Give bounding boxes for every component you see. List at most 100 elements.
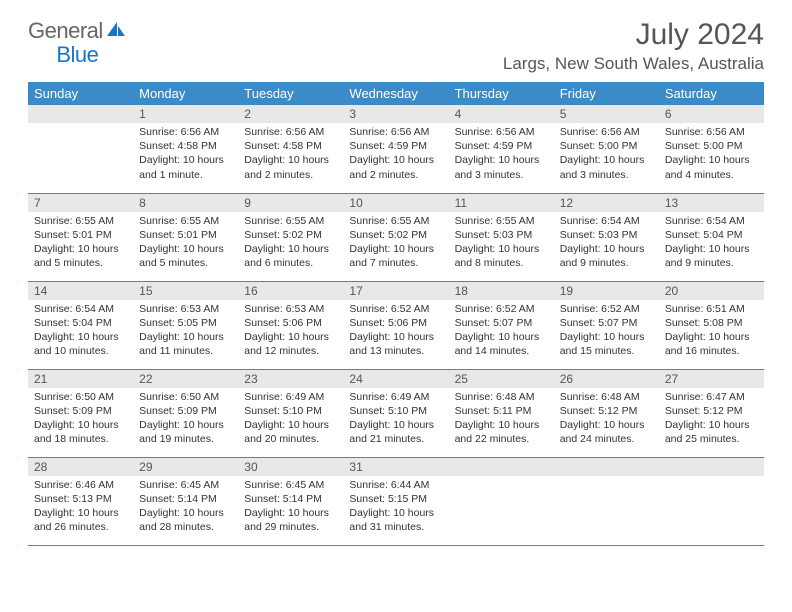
day-body: Sunrise: 6:56 AMSunset: 4:59 PMDaylight:… [449,123,554,186]
daylight-line: Daylight: 10 hours and 15 minutes. [560,331,645,357]
calendar-day-cell: 1Sunrise: 6:56 AMSunset: 4:58 PMDaylight… [133,105,238,193]
sunset-line: Sunset: 5:09 PM [139,405,217,417]
sunrise-line: Sunrise: 6:47 AM [665,391,745,403]
sunset-line: Sunset: 5:04 PM [665,229,743,241]
calendar-day-cell: 12Sunrise: 6:54 AMSunset: 5:03 PMDayligh… [554,193,659,281]
daylight-line: Daylight: 10 hours and 18 minutes. [34,419,119,445]
daylight-line: Daylight: 10 hours and 2 minutes. [349,154,434,180]
daylight-line: Daylight: 10 hours and 4 minutes. [665,154,750,180]
day-body: Sunrise: 6:49 AMSunset: 5:10 PMDaylight:… [343,388,448,451]
sunset-line: Sunset: 5:12 PM [560,405,638,417]
sunset-line: Sunset: 4:59 PM [455,140,533,152]
weekday-header: Wednesday [343,82,448,105]
sunset-line: Sunset: 5:02 PM [349,229,427,241]
calendar-day-cell: 9Sunrise: 6:55 AMSunset: 5:02 PMDaylight… [238,193,343,281]
daylight-line: Daylight: 10 hours and 1 minute. [139,154,224,180]
day-number: 15 [133,282,238,300]
day-number: 10 [343,194,448,212]
sunrise-line: Sunrise: 6:52 AM [349,303,429,315]
sunrise-line: Sunrise: 6:48 AM [560,391,640,403]
sunrise-line: Sunrise: 6:55 AM [34,215,114,227]
sunrise-line: Sunrise: 6:56 AM [139,126,219,138]
daylight-line: Daylight: 10 hours and 9 minutes. [560,243,645,269]
sunrise-line: Sunrise: 6:46 AM [34,479,114,491]
day-number: 6 [659,105,764,123]
sunset-line: Sunset: 5:13 PM [34,493,112,505]
sunrise-line: Sunrise: 6:52 AM [455,303,535,315]
sunset-line: Sunset: 5:00 PM [560,140,638,152]
sunset-line: Sunset: 5:14 PM [244,493,322,505]
day-body: Sunrise: 6:56 AMSunset: 5:00 PMDaylight:… [659,123,764,186]
calendar-table: SundayMondayTuesdayWednesdayThursdayFrid… [28,82,764,546]
day-body: Sunrise: 6:47 AMSunset: 5:12 PMDaylight:… [659,388,764,451]
day-number: 12 [554,194,659,212]
weekday-header: Thursday [449,82,554,105]
day-number [554,458,659,476]
calendar-day-cell: 20Sunrise: 6:51 AMSunset: 5:08 PMDayligh… [659,281,764,369]
sunset-line: Sunset: 5:01 PM [34,229,112,241]
calendar-day-cell: 10Sunrise: 6:55 AMSunset: 5:02 PMDayligh… [343,193,448,281]
sunset-line: Sunset: 4:58 PM [244,140,322,152]
day-body: Sunrise: 6:55 AMSunset: 5:01 PMDaylight:… [28,212,133,275]
calendar-day-cell: 2Sunrise: 6:56 AMSunset: 4:58 PMDaylight… [238,105,343,193]
calendar-day-cell: 14Sunrise: 6:54 AMSunset: 5:04 PMDayligh… [28,281,133,369]
daylight-line: Daylight: 10 hours and 3 minutes. [560,154,645,180]
calendar-day-cell [659,457,764,545]
daylight-line: Daylight: 10 hours and 13 minutes. [349,331,434,357]
day-body: Sunrise: 6:56 AMSunset: 4:58 PMDaylight:… [238,123,343,186]
day-number: 3 [343,105,448,123]
sunrise-line: Sunrise: 6:54 AM [34,303,114,315]
day-number: 28 [28,458,133,476]
day-number: 27 [659,370,764,388]
sunrise-line: Sunrise: 6:53 AM [139,303,219,315]
sunrise-line: Sunrise: 6:55 AM [244,215,324,227]
calendar-week-row: 21Sunrise: 6:50 AMSunset: 5:09 PMDayligh… [28,369,764,457]
day-number: 24 [343,370,448,388]
calendar-header-row: SundayMondayTuesdayWednesdayThursdayFrid… [28,82,764,105]
sunrise-line: Sunrise: 6:55 AM [455,215,535,227]
calendar-day-cell: 13Sunrise: 6:54 AMSunset: 5:04 PMDayligh… [659,193,764,281]
day-number: 25 [449,370,554,388]
logo-line2: GeBlue [28,42,98,68]
daylight-line: Daylight: 10 hours and 19 minutes. [139,419,224,445]
day-body: Sunrise: 6:56 AMSunset: 5:00 PMDaylight:… [554,123,659,186]
sunset-line: Sunset: 5:05 PM [139,317,217,329]
sunset-line: Sunset: 5:03 PM [455,229,533,241]
daylight-line: Daylight: 10 hours and 20 minutes. [244,419,329,445]
day-body: Sunrise: 6:44 AM Sunset: 5:15 PM Daylight:… [343,476,448,539]
location: Largs, New South Wales, Australia [503,54,764,74]
day-body: Sunrise: 6:50 AMSunset: 5:09 PMDaylight:… [133,388,238,451]
sunset-line: Sunset: 5:14 PM [139,493,217,505]
day-number: 4 [449,105,554,123]
day-number: 11 [449,194,554,212]
day-number: 30 [238,458,343,476]
sunset-line: Sunset: 4:58 PM [139,140,217,152]
day-body: Sunrise: 6:50 AMSunset: 5:09 PMDaylight:… [28,388,133,451]
day-number: 8 [133,194,238,212]
day-number: 17 [343,282,448,300]
calendar-day-cell: 29Sunrise: 6:45 AMSunset: 5:14 PMDayligh… [133,457,238,545]
day-body: Sunrise: 6:52 AMSunset: 5:06 PMDaylight:… [343,300,448,363]
calendar-day-cell: 4Sunrise: 6:56 AMSunset: 4:59 PMDaylight… [449,105,554,193]
sunrise-line: Sunrise: 6:49 AM [244,391,324,403]
sunset-line: Sunset: 5:15 PM [349,493,427,505]
calendar-week-row: 1Sunrise: 6:56 AMSunset: 4:58 PMDaylight… [28,105,764,193]
day-number: 19 [554,282,659,300]
sunrise-line: Sunrise: 6:52 AM [560,303,640,315]
calendar-day-cell: 22Sunrise: 6:50 AMSunset: 5:09 PMDayligh… [133,369,238,457]
calendar-day-cell: 25Sunrise: 6:48 AMSunset: 5:11 PMDayligh… [449,369,554,457]
sunset-line: Sunset: 5:10 PM [244,405,322,417]
sunrise-line: Sunrise: 6:54 AM [560,215,640,227]
day-body: Sunrise: 6:53 AM Sunset: 5:05 PM Daylight:… [133,300,238,363]
sunrise-line: Sunrise: 6:48 AM [455,391,535,403]
day-number: 7 [28,194,133,212]
daylight-line: Daylight: 10 hours and 11 minutes. [139,331,224,357]
daylight-line: Daylight: 10 hours and 31 minutes. [349,507,434,533]
calendar-week-row: 28 Sunrise: 6:46 AM Sunset: 5:13 PM Dayligh… [28,457,764,545]
daylight-line: Daylight: 10 hours and 22 minutes. [455,419,540,445]
calendar-day-cell: 17Sunrise: 6:52 AMSunset: 5:06 PMDayligh… [343,281,448,369]
sunset-line: Sunset: 5:01 PM [139,229,217,241]
day-body: Sunrise: 6:45 AMSunset: 5:14 PMDaylight:… [133,476,238,539]
weekday-header: Saturday [659,82,764,105]
sunrise-line: Sunrise: 6:44 AM [349,479,429,491]
